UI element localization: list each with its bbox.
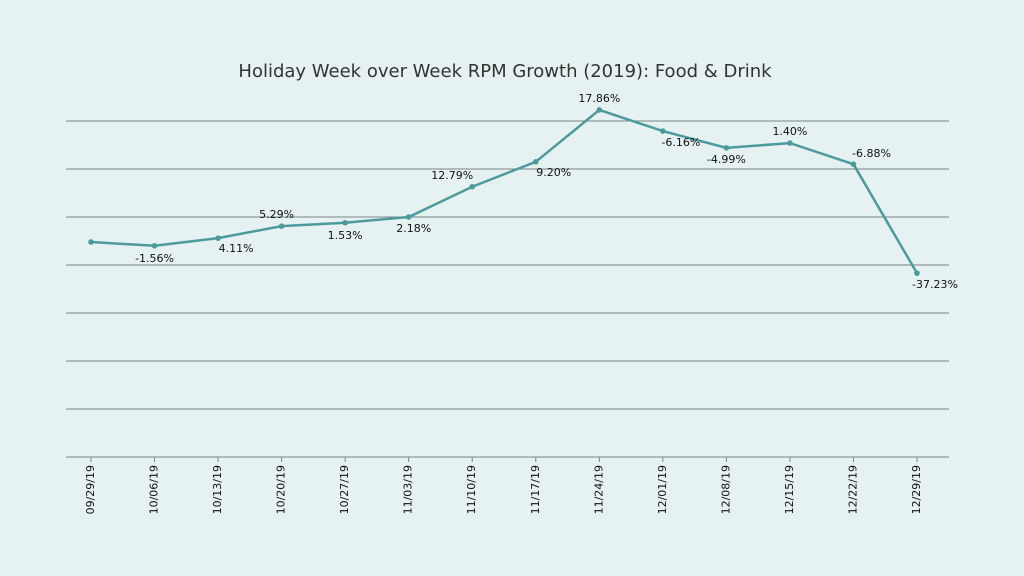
line	[90, 108, 919, 274]
data-label: -6.16%	[661, 136, 700, 149]
point	[151, 243, 158, 249]
data-label: -4.99%	[707, 153, 746, 166]
point	[787, 140, 793, 146]
point	[405, 214, 412, 220]
x-tick-label: 10/13/19	[211, 465, 224, 514]
point	[342, 219, 348, 226]
point	[469, 183, 476, 190]
data-label: 2.18%	[396, 222, 431, 235]
data-label: 1.40%	[772, 125, 807, 138]
x-tick-label: 12/15/19	[783, 465, 796, 514]
data-label: 1.53%	[328, 229, 363, 242]
point	[215, 235, 221, 241]
point	[278, 223, 285, 229]
x-tick-label: 11/03/19	[402, 465, 415, 514]
x-tick-label: 10/06/19	[148, 465, 161, 514]
point	[914, 270, 920, 276]
x-tick-label: 10/20/19	[275, 465, 288, 514]
data-label: -6.88%	[852, 147, 891, 160]
point	[660, 128, 666, 134]
data-label: 4.11%	[219, 242, 254, 255]
data-label: 12.79%	[431, 169, 473, 182]
x-tick-label: 12/22/19	[846, 465, 859, 514]
x-tick-label: 09/29/19	[84, 465, 97, 514]
point	[723, 145, 730, 151]
x-tick-label: 12/01/19	[656, 465, 669, 514]
x-tick-label: 11/17/19	[529, 465, 542, 514]
point	[88, 239, 94, 245]
chart-title: Holiday Week over Week RPM Growth (2019)…	[238, 61, 772, 82]
data-label: 17.86%	[578, 92, 620, 105]
x-tick-label: 11/24/19	[592, 465, 605, 514]
data-label: -37.23%	[912, 278, 958, 291]
data-label: -1.56%	[135, 252, 174, 265]
point	[850, 161, 857, 167]
x-tick-label: 10/27/19	[338, 465, 351, 514]
data-label: 5.29%	[259, 208, 294, 221]
point	[596, 107, 603, 113]
data-label: 9.20%	[536, 166, 571, 179]
x-tick-label: 12/08/19	[719, 465, 732, 514]
point	[532, 159, 539, 165]
x-tick-label: 11/10/19	[465, 465, 478, 514]
x-tick-label: 12/29/19	[910, 465, 923, 514]
